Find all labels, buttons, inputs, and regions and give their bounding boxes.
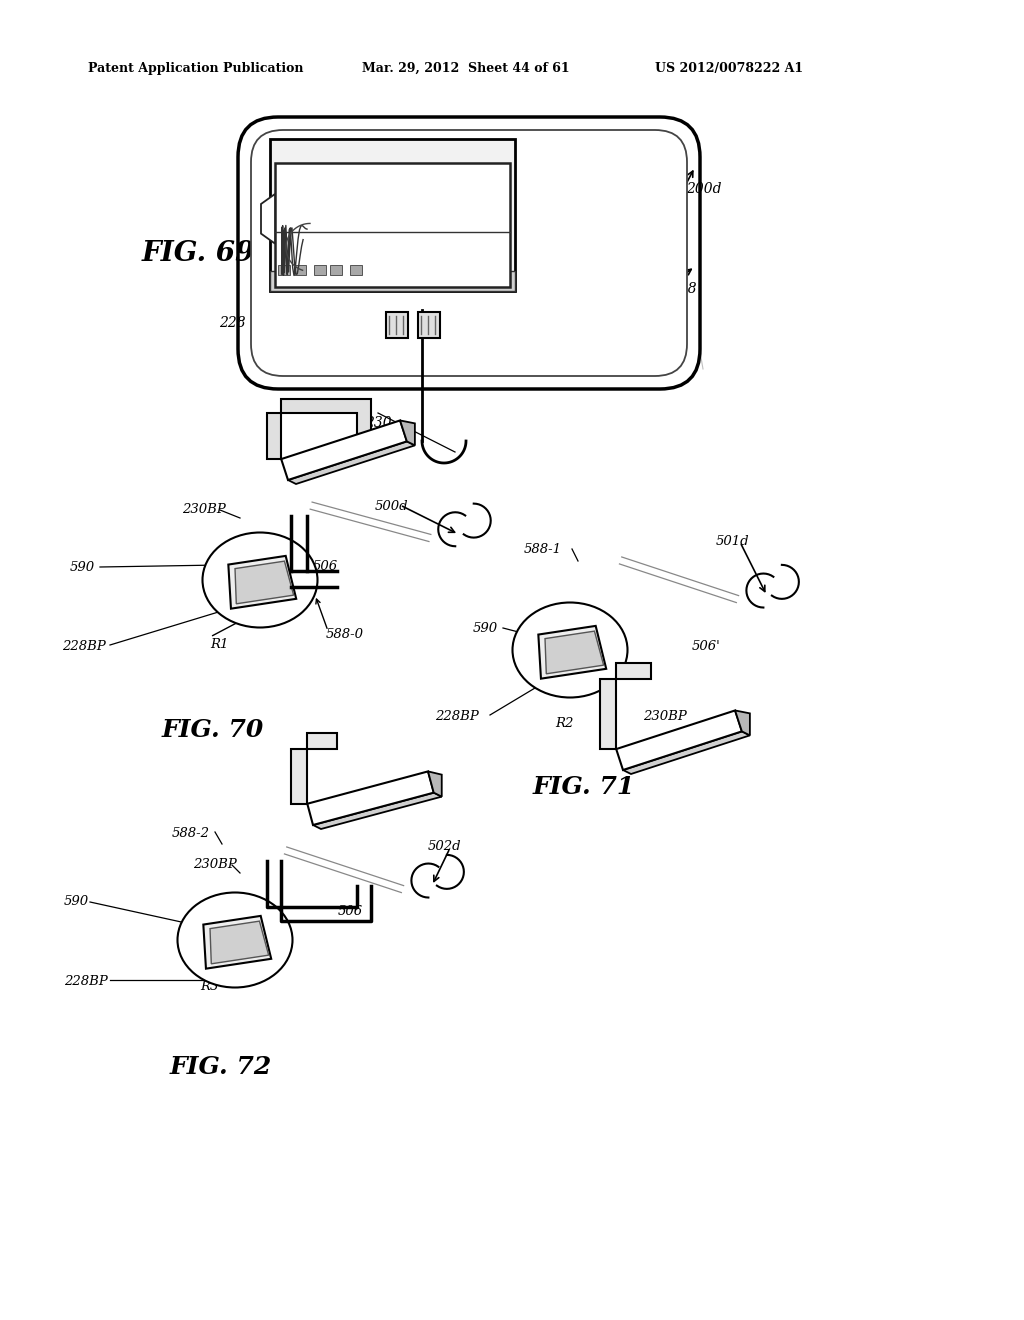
Text: 230BP: 230BP bbox=[643, 710, 687, 723]
Text: 228: 228 bbox=[219, 315, 246, 330]
Bar bbox=[270, 271, 515, 290]
Text: US 2012/0078222 A1: US 2012/0078222 A1 bbox=[655, 62, 803, 75]
Text: 228BP: 228BP bbox=[435, 710, 479, 723]
Text: 230BP: 230BP bbox=[193, 858, 237, 871]
Text: R1: R1 bbox=[210, 638, 228, 651]
Text: 200d: 200d bbox=[686, 182, 722, 195]
Text: 506: 506 bbox=[338, 906, 364, 917]
Text: 502d: 502d bbox=[428, 840, 462, 853]
Polygon shape bbox=[291, 733, 337, 804]
Polygon shape bbox=[616, 710, 741, 770]
Text: 228BP: 228BP bbox=[63, 975, 108, 987]
Polygon shape bbox=[210, 921, 268, 964]
Text: 590: 590 bbox=[70, 561, 95, 574]
Polygon shape bbox=[545, 631, 603, 673]
Polygon shape bbox=[261, 194, 275, 244]
Text: R2: R2 bbox=[555, 717, 573, 730]
Bar bbox=[270, 139, 515, 290]
Text: FIG. 70: FIG. 70 bbox=[162, 718, 264, 742]
Bar bbox=[314, 265, 326, 275]
Polygon shape bbox=[282, 421, 407, 480]
Polygon shape bbox=[539, 626, 606, 678]
Text: 588-0: 588-0 bbox=[326, 628, 364, 642]
Text: 228BP: 228BP bbox=[62, 640, 105, 653]
Bar bbox=[275, 162, 510, 286]
Polygon shape bbox=[313, 792, 441, 829]
Polygon shape bbox=[600, 663, 651, 748]
Polygon shape bbox=[428, 771, 441, 797]
Bar bbox=[294, 265, 306, 275]
Text: FIG. 69: FIG. 69 bbox=[142, 240, 255, 267]
Polygon shape bbox=[288, 441, 415, 484]
Text: FIG. 72: FIG. 72 bbox=[170, 1055, 272, 1078]
FancyBboxPatch shape bbox=[238, 117, 700, 389]
Text: 501d: 501d bbox=[716, 535, 750, 548]
Text: Patent Application Publication: Patent Application Publication bbox=[88, 62, 303, 75]
Text: FIG. 71: FIG. 71 bbox=[534, 775, 635, 799]
Polygon shape bbox=[236, 561, 294, 603]
Text: 208: 208 bbox=[670, 282, 696, 296]
Polygon shape bbox=[400, 421, 415, 445]
Text: Mar. 29, 2012  Sheet 44 of 61: Mar. 29, 2012 Sheet 44 of 61 bbox=[362, 62, 569, 75]
Ellipse shape bbox=[177, 892, 293, 987]
Ellipse shape bbox=[512, 602, 628, 697]
Text: 588-1: 588-1 bbox=[524, 543, 562, 556]
Text: R3: R3 bbox=[200, 979, 218, 993]
Text: 506': 506' bbox=[692, 640, 721, 653]
Text: 230BP: 230BP bbox=[182, 503, 225, 516]
Bar bbox=[330, 265, 342, 275]
Ellipse shape bbox=[203, 532, 317, 627]
Bar bbox=[350, 265, 362, 275]
Polygon shape bbox=[228, 556, 296, 609]
Bar bbox=[386, 312, 408, 338]
Polygon shape bbox=[204, 916, 271, 969]
Bar bbox=[278, 265, 290, 275]
Polygon shape bbox=[307, 771, 434, 825]
Text: 500d: 500d bbox=[375, 500, 409, 513]
Polygon shape bbox=[735, 710, 750, 735]
Polygon shape bbox=[623, 731, 750, 774]
Text: 230: 230 bbox=[365, 416, 391, 430]
Text: 590: 590 bbox=[63, 895, 89, 908]
Text: 590: 590 bbox=[473, 622, 498, 635]
Text: 506: 506 bbox=[313, 560, 338, 573]
FancyBboxPatch shape bbox=[251, 129, 687, 376]
Bar bbox=[418, 312, 440, 338]
Polygon shape bbox=[267, 399, 372, 459]
Text: 588-2: 588-2 bbox=[172, 828, 210, 840]
